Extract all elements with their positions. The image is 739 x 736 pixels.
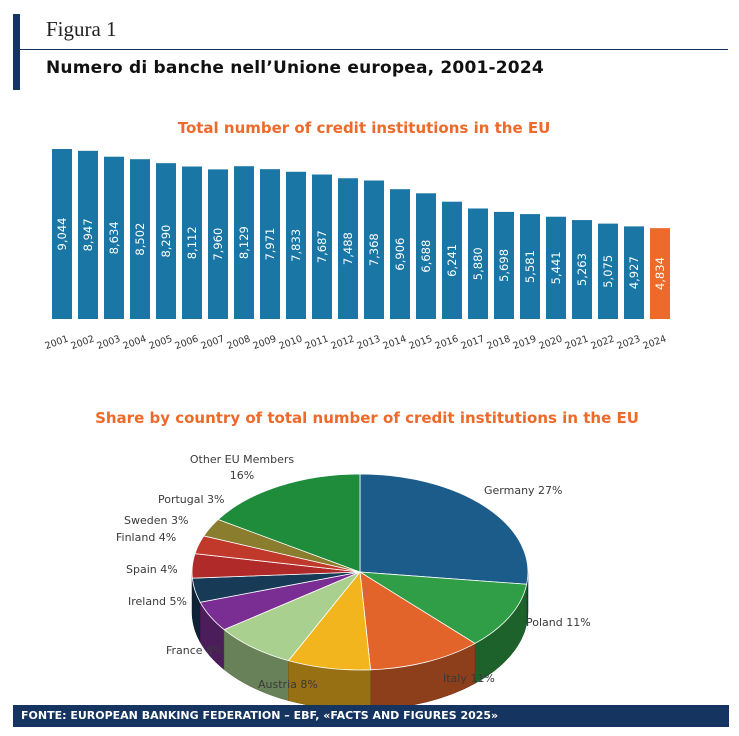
pie-slice-label: Austria 8%: [258, 678, 318, 691]
pie-slice-label: Ireland 5%: [128, 595, 187, 608]
bar-chart-title: Total number of credit institutions in t…: [178, 119, 551, 137]
bar-value-label: 8,502: [133, 223, 147, 256]
bar-2014: [390, 189, 410, 319]
x-tick-label: 2007: [200, 333, 226, 352]
figure-title: Numero di banche nell’Unione europea, 20…: [46, 58, 544, 78]
x-tick-label: 2002: [70, 333, 96, 352]
bar-chart: 9,044 2001 8,947 2002 8,634 2003 8,502 2004 8,29…: [44, 149, 670, 352]
source-text: FONTE: EUROPEAN BANKING FEDERATION – EBF…: [21, 709, 499, 722]
pie-slice: [359, 571, 476, 671]
pie-slice-label: Sweden 3%: [124, 514, 188, 527]
pie-slice-label: Germany 27%: [484, 484, 563, 497]
bar-2012: [338, 178, 358, 319]
pie-slice-label: France 8%: [166, 644, 224, 657]
x-tick-label: 2019: [512, 333, 538, 352]
x-tick-label: 2015: [408, 333, 434, 352]
bar-value-label: 7,960: [211, 228, 225, 261]
bar-value-label: 8,634: [107, 221, 121, 254]
bar-value-label: 6,688: [419, 240, 433, 273]
bar-value-label: 7,687: [315, 230, 329, 263]
x-tick-label: 2008: [226, 333, 252, 352]
bar-value-label: 8,112: [185, 226, 199, 259]
x-tick-label: 2022: [590, 333, 616, 352]
bar-value-label: 7,971: [263, 228, 277, 261]
bar-value-label: 5,441: [549, 251, 563, 284]
bar-2011: [312, 174, 332, 319]
bar-2023: [624, 226, 644, 319]
x-tick-label: 2009: [252, 333, 278, 352]
bar-value-label: 7,833: [289, 229, 303, 262]
pie-slice: [359, 473, 529, 585]
bar-value-label: 8,290: [159, 225, 173, 258]
x-tick-label: 2023: [616, 333, 642, 352]
bar-2003: [104, 156, 124, 319]
bar-value-label: 6,241: [445, 244, 459, 277]
bar-value-label: 7,488: [341, 232, 355, 265]
x-tick-label: 2021: [564, 333, 590, 352]
bar-2022: [598, 223, 618, 319]
bar-2007: [208, 169, 228, 319]
x-tick-label: 2024: [642, 333, 668, 352]
pie-slice-label: Finland 4%: [116, 531, 176, 544]
source-footer: FONTE: EUROPEAN BANKING FEDERATION – EBF…: [13, 705, 729, 727]
pie-slice-label: Poland 11%: [526, 616, 591, 629]
bar-2005: [156, 163, 176, 319]
bar-2002: [78, 150, 98, 319]
bar-2021: [572, 220, 592, 319]
bar-value-label: 5,075: [601, 255, 615, 288]
bar-value-label: 5,263: [575, 253, 589, 286]
x-tick-label: 2003: [96, 333, 122, 352]
x-tick-label: 2014: [382, 333, 408, 352]
bar-value-label: 5,880: [471, 247, 485, 280]
x-tick-label: 2006: [174, 333, 200, 352]
x-tick-label: 2004: [122, 333, 148, 352]
bar-value-label: 8,129: [237, 226, 251, 259]
bar-value-label: 5,581: [523, 250, 537, 283]
bar-2006: [182, 166, 202, 319]
bar-2004: [130, 159, 150, 319]
bar-value-label: 7,368: [367, 233, 381, 266]
bar-2015: [416, 193, 436, 319]
pie-slice-label: Italy 11%: [443, 672, 495, 685]
x-tick-label: 2020: [538, 333, 564, 352]
x-tick-label: 2010: [278, 333, 304, 352]
pie-chart-title: Share by country of total number of cred…: [95, 409, 639, 427]
bar-2008: [234, 166, 254, 319]
pie-chart: Germany 27% Poland 11% Italy 11% Austria 8%…: [116, 453, 591, 711]
bar-value-label: 4,927: [627, 256, 641, 289]
x-tick-label: 2016: [434, 333, 460, 352]
bar-2020: [546, 216, 566, 319]
bar-value-label: 5,698: [497, 249, 511, 282]
bar-2017: [468, 208, 488, 319]
bar-value-label: 8,947: [81, 218, 95, 251]
bar-2010: [286, 171, 306, 319]
bar-2018: [494, 211, 514, 319]
pie-slice-label: Spain 4%: [126, 563, 178, 576]
header-divider: [20, 49, 728, 50]
figure-label: Figura 1: [46, 17, 117, 41]
x-tick-label: 2012: [330, 333, 356, 352]
bar-2009: [260, 169, 280, 319]
bar-2016: [442, 201, 462, 319]
bar-value-label: 9,044: [55, 218, 69, 251]
bar-2001: [52, 149, 72, 319]
header-accent-bar: [13, 14, 20, 90]
bar-value-label: 6,906: [393, 238, 407, 271]
bar-2013: [364, 180, 384, 319]
x-tick-label: 2017: [460, 333, 486, 352]
bar-value-label: 4,834: [653, 257, 667, 290]
x-tick-label: 2001: [44, 333, 70, 352]
pie-slice-label: Other EU Members 16%: [190, 453, 294, 482]
bar-2019: [520, 214, 540, 319]
x-tick-label: 2018: [486, 333, 512, 352]
pie-slice-label: Portugal 3%: [158, 493, 225, 506]
x-tick-label: 2011: [304, 333, 330, 352]
pie-slice: [359, 571, 528, 644]
bar-2024: [650, 228, 670, 319]
x-tick-label: 2013: [356, 333, 382, 352]
x-tick-label: 2005: [148, 333, 174, 352]
pie-slice: [217, 473, 361, 573]
